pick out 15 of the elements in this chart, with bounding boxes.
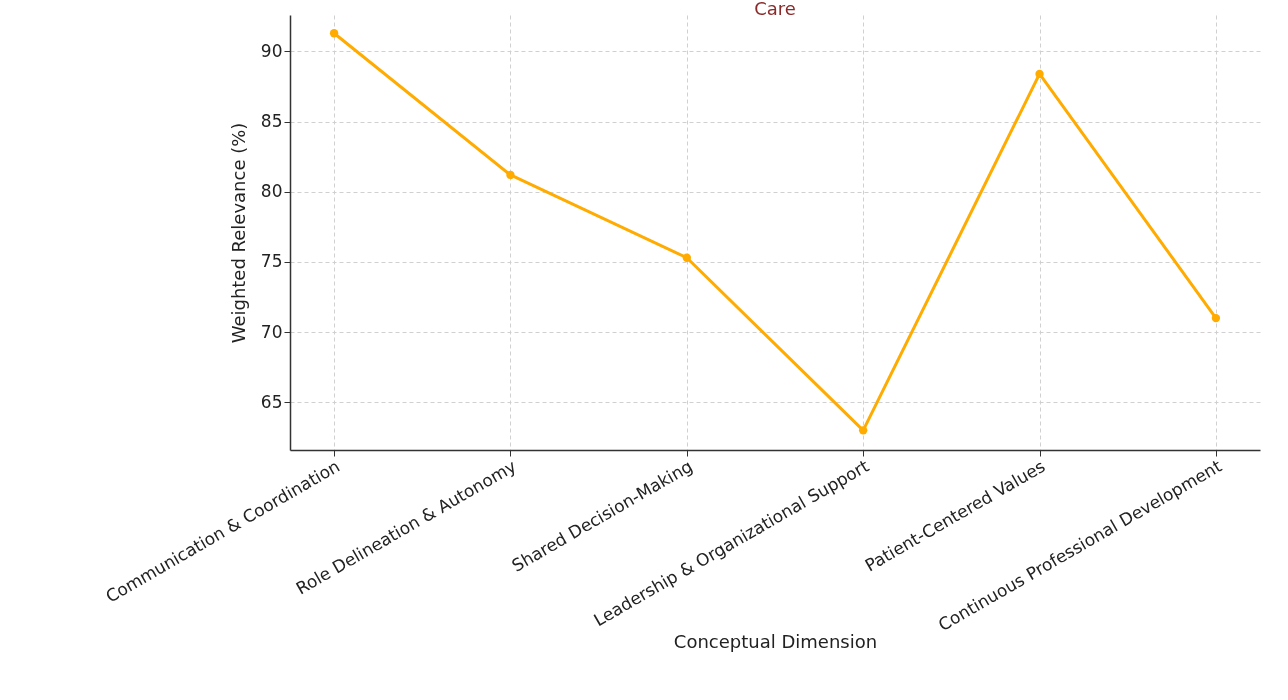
point [506,170,515,180]
y-tick-label: 80 [260,181,283,202]
y-tick-label: 75 [260,251,283,272]
y-tick-label: 85 [260,111,283,132]
y-axis-title: Weighted Relevance (%) [227,122,249,344]
point [859,426,868,435]
point [1035,69,1044,79]
x-axis-title: Conceptual Dimension [673,631,878,653]
point [1211,313,1221,323]
y-tick-label: 65 [260,391,283,412]
y-tick-label: 70 [260,321,283,342]
y-tick-label: 90 [260,40,283,61]
chart-title: Care [754,0,796,19]
point [329,29,339,38]
point [682,253,691,262]
